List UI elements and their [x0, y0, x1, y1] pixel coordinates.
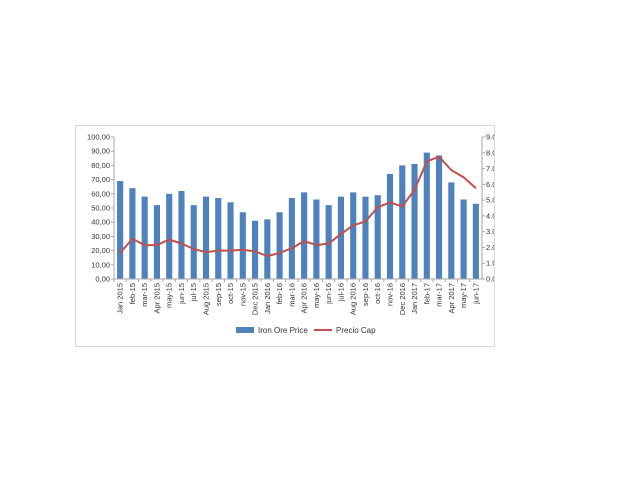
- legend-swatch-iron-ore: [236, 327, 254, 333]
- bar: [472, 203, 479, 279]
- left-tick-label: 90,00: [91, 147, 110, 156]
- left-tick-label: 0,00: [95, 275, 110, 284]
- bar: [337, 196, 344, 279]
- right-tick-label: 7.000,00: [486, 164, 494, 173]
- x-tick-label: feb-17: [422, 283, 431, 304]
- line-series: [119, 155, 477, 258]
- x-tick-label: Jan 2016: [263, 283, 272, 314]
- left-tick-label: 20,00: [91, 246, 110, 255]
- right-tick-label: 4.000,00: [486, 211, 494, 220]
- x-tick-label: may-17: [459, 283, 468, 308]
- x-tick-label: mar-17: [435, 283, 444, 307]
- bar: [202, 196, 210, 279]
- x-tick-label: may-16: [312, 283, 321, 308]
- legend-label-iron-ore: Iron Ore Price: [258, 326, 308, 335]
- x-tick-label: Apr 2016: [300, 283, 309, 313]
- right-tick-label: 2.000,00: [486, 243, 494, 252]
- bar: [153, 205, 160, 279]
- left-tick-label: 100,00: [87, 133, 110, 142]
- right-tick-label: 9.000,00: [486, 133, 494, 142]
- bar: [374, 195, 381, 279]
- bar: [288, 198, 295, 279]
- bar: [325, 205, 332, 279]
- bar: [264, 219, 271, 279]
- left-tick-label: 70,00: [91, 175, 110, 184]
- bar: [166, 193, 173, 279]
- bar: [178, 190, 185, 279]
- x-tick-label: Aug 2015: [202, 283, 211, 315]
- bar: [276, 212, 283, 279]
- bar: [215, 198, 222, 279]
- left-tick-label: 50,00: [91, 204, 110, 213]
- x-tick-label: nov-16: [386, 283, 395, 306]
- x-tick-label: mar-15: [140, 283, 149, 307]
- bar: [423, 152, 430, 279]
- legend: Iron Ore Price Precio Cap: [236, 326, 376, 335]
- x-tick-label: may-15: [165, 283, 174, 308]
- bar: [350, 192, 357, 279]
- right-axis: 0,00 1.000,00 2.000,00 3.000,00 4.000,00 5.00…: [481, 133, 515, 284]
- precio-cap-line: [119, 155, 477, 258]
- right-tick-label: 5.000,00: [486, 196, 494, 205]
- x-tick-label: Dec 2016: [398, 283, 407, 315]
- bar: [411, 163, 418, 279]
- x-tick-label: Jan 2015: [116, 283, 125, 314]
- x-tick-label: oct-15: [226, 283, 235, 304]
- x-tick-label: nov-15: [238, 283, 247, 306]
- x-axis: Jan 2015 feb-15 mar-15 Apr 2015 may-15 jun-15…: [113, 278, 482, 315]
- bar: [362, 196, 369, 279]
- bar-series: [117, 152, 479, 279]
- bar: [239, 212, 246, 279]
- x-tick-label: sep-16: [361, 283, 370, 306]
- left-tick-label: 10,00: [91, 260, 110, 269]
- x-tick-label: Jan 2017: [410, 283, 419, 314]
- right-tick-label: 0,00: [486, 275, 494, 284]
- x-tick-label: jun-15: [177, 283, 186, 305]
- left-tick-label: 80,00: [91, 161, 110, 170]
- bar: [129, 188, 136, 279]
- chart-svg: 0,00 10,00 20,00 30,00 40,00 50,00 60,00 70,00 8…: [87, 133, 515, 336]
- x-tick-label: Aug 2016: [349, 283, 358, 315]
- left-tick-label: 40,00: [91, 218, 110, 227]
- x-tick-label: feb-15: [128, 283, 137, 304]
- x-tick-label: Dec 2015: [251, 283, 260, 315]
- bar: [117, 181, 124, 279]
- x-tick-label: jul-15: [189, 283, 198, 302]
- bar: [448, 182, 455, 279]
- bar: [141, 196, 148, 279]
- x-tick-label: Apr 2017: [447, 283, 456, 313]
- right-tick-label: 6.000,00: [486, 180, 494, 189]
- left-tick-label: 30,00: [91, 232, 110, 241]
- x-tick-label: oct-16: [373, 283, 382, 304]
- bar: [227, 202, 234, 279]
- bar: [399, 165, 406, 279]
- left-axis: 0,00 10,00 20,00 30,00 40,00 50,00 60,00 70,00 8…: [87, 133, 115, 284]
- right-tick-label: 1.000,00: [486, 259, 494, 268]
- x-tick-label: mar-16: [287, 283, 296, 307]
- bar: [436, 155, 443, 279]
- x-tick-label: feb-16: [275, 283, 284, 304]
- x-tick-label: Apr 2015: [152, 283, 161, 313]
- bar: [252, 220, 259, 279]
- legend-label-precio-cap: Precio Cap: [336, 326, 376, 335]
- bar: [301, 192, 308, 279]
- chart-frame: 0,00 10,00 20,00 30,00 40,00 50,00 60,00 70,00 8…: [75, 125, 515, 347]
- right-tick-label: 8.000,00: [486, 148, 494, 157]
- right-tick-label: 3.000,00: [486, 227, 494, 236]
- bar: [460, 199, 467, 279]
- bar: [190, 205, 197, 279]
- x-tick-label: sep-15: [214, 283, 223, 306]
- left-tick-label: 60,00: [91, 189, 110, 198]
- x-tick-label: jun-16: [324, 283, 333, 305]
- bar: [313, 199, 320, 279]
- x-tick-label: jun-17: [471, 283, 480, 305]
- bar: [386, 173, 394, 279]
- x-tick-label: jul-16: [336, 283, 345, 302]
